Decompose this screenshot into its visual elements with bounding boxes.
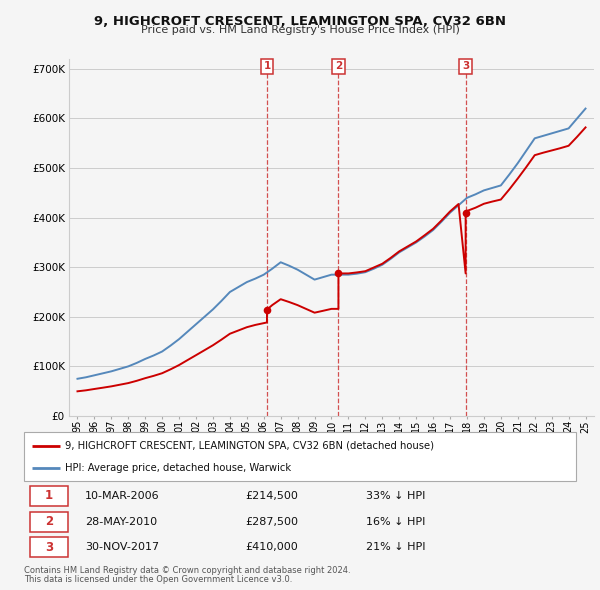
- Text: 1: 1: [263, 61, 271, 71]
- FancyBboxPatch shape: [29, 512, 68, 532]
- Text: 33% ↓ HPI: 33% ↓ HPI: [366, 491, 425, 501]
- Text: 16% ↓ HPI: 16% ↓ HPI: [366, 517, 425, 526]
- Text: 1: 1: [45, 489, 53, 502]
- Text: HPI: Average price, detached house, Warwick: HPI: Average price, detached house, Warw…: [65, 463, 292, 473]
- Text: 30-NOV-2017: 30-NOV-2017: [85, 542, 159, 552]
- Text: £287,500: £287,500: [245, 517, 298, 526]
- Text: Price paid vs. HM Land Registry's House Price Index (HPI): Price paid vs. HM Land Registry's House …: [140, 25, 460, 35]
- FancyBboxPatch shape: [29, 486, 68, 506]
- Text: 2: 2: [45, 515, 53, 528]
- Text: 10-MAR-2006: 10-MAR-2006: [85, 491, 160, 501]
- Text: £214,500: £214,500: [245, 491, 298, 501]
- FancyBboxPatch shape: [29, 537, 68, 558]
- Text: 3: 3: [45, 541, 53, 554]
- Text: 28-MAY-2010: 28-MAY-2010: [85, 517, 157, 526]
- Text: 9, HIGHCROFT CRESCENT, LEAMINGTON SPA, CV32 6BN (detached house): 9, HIGHCROFT CRESCENT, LEAMINGTON SPA, C…: [65, 441, 434, 451]
- Text: 3: 3: [462, 61, 469, 71]
- Text: £410,000: £410,000: [245, 542, 298, 552]
- Text: 21% ↓ HPI: 21% ↓ HPI: [366, 542, 426, 552]
- Text: 2: 2: [335, 61, 342, 71]
- Text: This data is licensed under the Open Government Licence v3.0.: This data is licensed under the Open Gov…: [24, 575, 292, 584]
- FancyBboxPatch shape: [24, 432, 576, 481]
- Text: Contains HM Land Registry data © Crown copyright and database right 2024.: Contains HM Land Registry data © Crown c…: [24, 566, 350, 575]
- Text: 9, HIGHCROFT CRESCENT, LEAMINGTON SPA, CV32 6BN: 9, HIGHCROFT CRESCENT, LEAMINGTON SPA, C…: [94, 15, 506, 28]
